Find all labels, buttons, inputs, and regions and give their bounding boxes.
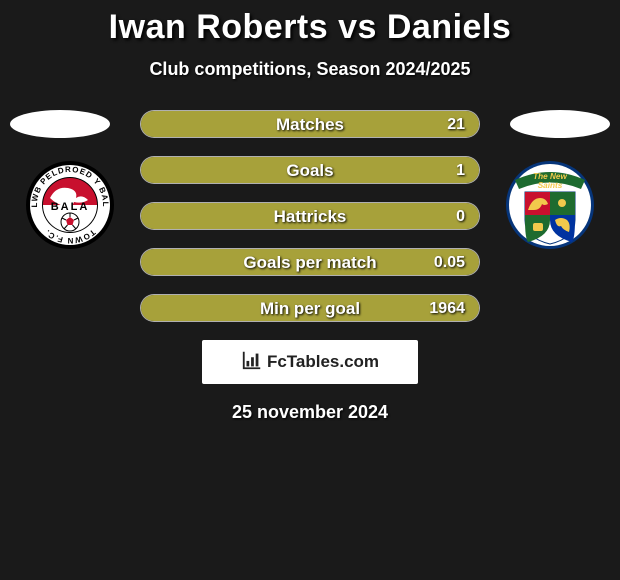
date-text: 25 november 2024 <box>0 402 620 423</box>
stat-bar-label: Matches <box>141 111 479 138</box>
brand-text: FcTables.com <box>267 352 379 372</box>
stat-bar: Goals per match 0.05 <box>140 248 480 276</box>
stat-bar: Goals 1 <box>140 156 480 184</box>
stat-bar-label: Hattricks <box>141 203 479 230</box>
stat-bar-label: Goals per match <box>141 249 479 276</box>
stat-bar: Min per goal 1964 <box>140 294 480 322</box>
svg-text:The New: The New <box>533 172 567 181</box>
stat-bar-value: 0.05 <box>434 249 465 276</box>
svg-text:BALA: BALA <box>51 201 90 213</box>
player-left-placeholder <box>10 110 110 138</box>
svg-text:Saints: Saints <box>538 181 563 190</box>
stat-bar-value: 0 <box>456 203 465 230</box>
stat-bar: Matches 21 <box>140 110 480 138</box>
subtitle: Club competitions, Season 2024/2025 <box>0 59 620 80</box>
stat-bar-value: 1964 <box>429 295 465 322</box>
stat-bar-value: 1 <box>456 157 465 184</box>
brand-box: FcTables.com <box>202 340 418 384</box>
chart-icon <box>241 349 263 376</box>
club-crest-right: The New Saints <box>505 160 595 250</box>
stat-bar-value: 21 <box>447 111 465 138</box>
page-title: Iwan Roberts vs Daniels <box>0 0 620 47</box>
stat-bar-label: Goals <box>141 157 479 184</box>
stat-bars: Matches 21 Goals 1 Hattricks 0 Goals per… <box>140 110 480 322</box>
stat-bar: Hattricks 0 <box>140 202 480 230</box>
club-crest-left: CLWB PELDROED Y BALA TOWN F.C. BALA <box>25 160 115 250</box>
player-right-placeholder <box>510 110 610 138</box>
